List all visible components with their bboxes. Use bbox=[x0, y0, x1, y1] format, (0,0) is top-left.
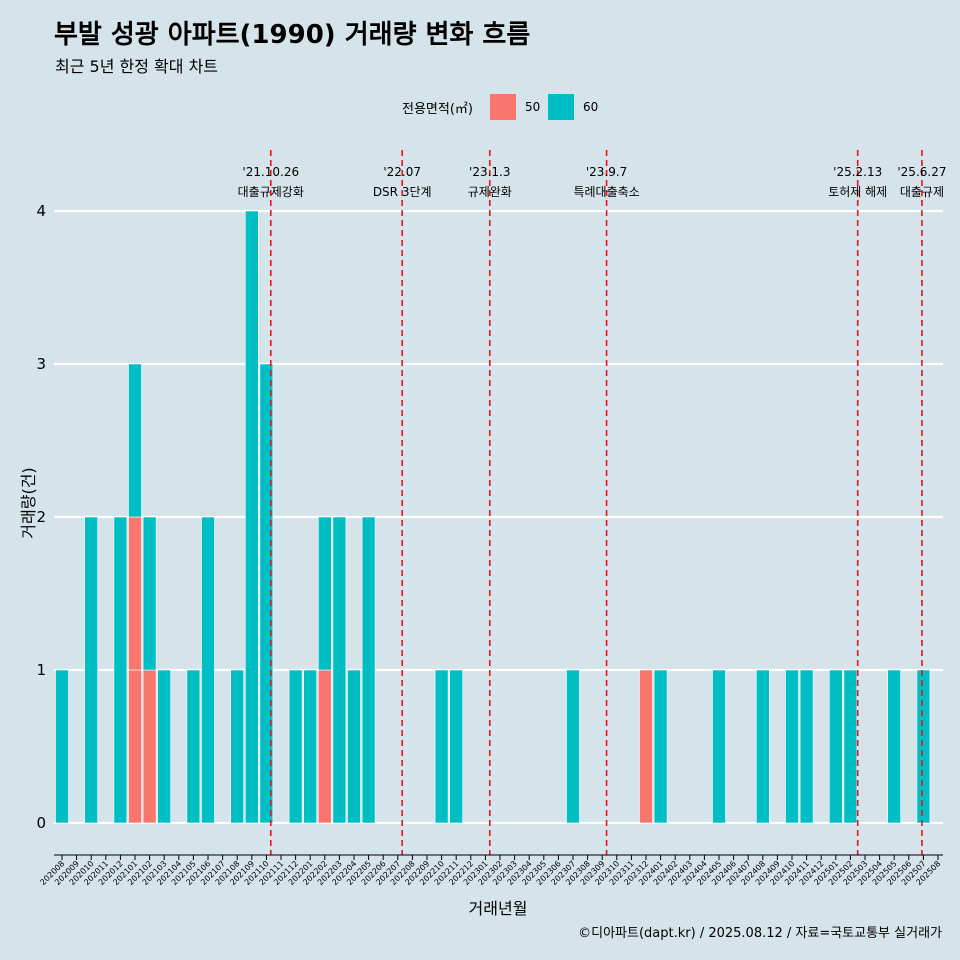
y-tick-label-0: 0 bbox=[36, 814, 46, 832]
event-label-1: DSR 3단계 bbox=[373, 185, 432, 199]
event-date-1: '22.07 bbox=[383, 165, 421, 179]
legend-key-60 bbox=[548, 94, 574, 120]
bar-202102-50-6 bbox=[142, 669, 157, 824]
y-tick-label-3: 3 bbox=[36, 355, 46, 373]
bar-202410-60-28 bbox=[785, 669, 799, 824]
bar-202204-60-19 bbox=[347, 669, 361, 824]
bar-202010-60-1 bbox=[84, 516, 98, 824]
bar-202408-60-27 bbox=[755, 669, 770, 824]
bar-202012-60-2 bbox=[113, 516, 128, 824]
bar-202102-60-7 bbox=[142, 516, 157, 671]
y-axis-title: 거래량(건) bbox=[19, 467, 38, 538]
bar-202103-60-8 bbox=[157, 669, 171, 824]
bar-202110-60-13 bbox=[259, 363, 274, 824]
bar-202505-60-32 bbox=[887, 669, 902, 824]
bar-202507-60-33 bbox=[916, 669, 931, 824]
event-label-4: 토허제 해제 bbox=[828, 185, 887, 199]
bar-202501-60-30 bbox=[828, 669, 843, 824]
bar-202307-60-23 bbox=[566, 669, 580, 824]
event-date-5: '25.6.27 bbox=[897, 165, 946, 179]
event-label-0: 대출규제강화 bbox=[238, 185, 304, 199]
bar-202210-60-21 bbox=[434, 669, 449, 824]
chart-title: 부발 성광 아파트(1990) 거래량 변화 흐름 bbox=[54, 20, 531, 50]
bar-202502-60-31 bbox=[843, 669, 858, 824]
bar-202105-60-9 bbox=[186, 669, 201, 824]
bar-202205-60-20 bbox=[361, 516, 376, 824]
legend-key-50 bbox=[490, 94, 516, 120]
bar-202312-50-24 bbox=[639, 669, 653, 824]
bar-202109-60-12 bbox=[245, 210, 259, 824]
bar-202202-50-16 bbox=[317, 669, 332, 824]
bar-202405-60-26 bbox=[712, 669, 726, 824]
bar-202401-60-25 bbox=[653, 669, 668, 824]
bar-202106-60-10 bbox=[201, 516, 215, 824]
bar-202411-60-29 bbox=[799, 669, 814, 824]
bar-202101-50-4 bbox=[128, 516, 142, 671]
bar-202008-60-0 bbox=[55, 669, 69, 824]
bar-202201-60-15 bbox=[303, 669, 318, 824]
bar-202101-60-5 bbox=[128, 363, 142, 518]
event-label-2: 규제완화 bbox=[468, 185, 512, 199]
legend-label-60: 60 bbox=[583, 100, 599, 114]
bar-202112-60-14 bbox=[288, 669, 303, 824]
chart-subtitle: 최근 5년 한정 확대 차트 bbox=[55, 57, 219, 76]
event-date-4: '25.2.13 bbox=[833, 165, 882, 179]
event-date-3: '23.9.7 bbox=[586, 165, 627, 179]
event-label-5: 대출규제 bbox=[900, 185, 944, 199]
bar-202108-60-11 bbox=[230, 669, 244, 824]
bar-202202-60-17 bbox=[317, 516, 332, 671]
y-tick-label-2: 2 bbox=[36, 508, 46, 526]
bar-202211-60-22 bbox=[449, 669, 464, 824]
legend-label-50: 50 bbox=[525, 100, 541, 114]
y-tick-label-1: 1 bbox=[36, 661, 46, 679]
y-tick-label-4: 4 bbox=[36, 202, 46, 220]
legend-title: 전용면적(㎡) bbox=[402, 102, 473, 117]
event-label-3: 특례대출축소 bbox=[573, 185, 639, 199]
legend: 전용면적(㎡) 50 60 bbox=[0, 93, 960, 121]
bar-202203-60-18 bbox=[332, 516, 347, 824]
x-axis-title: 거래년월 bbox=[469, 899, 528, 918]
event-date-2: '23.1.3 bbox=[469, 165, 510, 179]
bar-202101-50-3 bbox=[128, 669, 142, 824]
source-caption: ©디아파트(dapt.kr) / 2025.08.12 / 자료=국토교통부 실… bbox=[578, 926, 942, 941]
event-date-0: '21.10.26 bbox=[242, 165, 299, 179]
